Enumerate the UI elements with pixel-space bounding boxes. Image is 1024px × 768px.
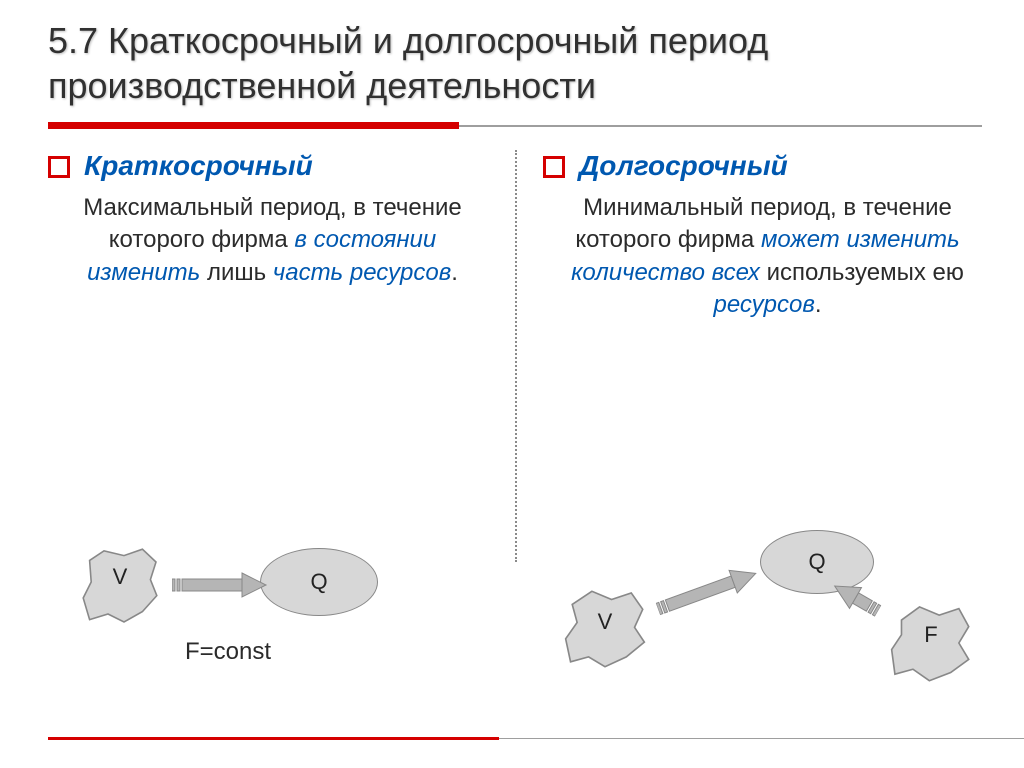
column-long-term: Долгосрочный Минимальный период, в течен… <box>515 150 982 322</box>
column-short-term: Краткосрочный Максимальный период, в теч… <box>48 150 515 322</box>
divider-bottom <box>48 737 1024 740</box>
arrow-long-left <box>653 557 768 628</box>
body-long-term: Минимальный период, в течение которого ф… <box>543 192 982 322</box>
divider-top <box>48 122 982 130</box>
slide-title: 5.7 Краткосрочный и долгосрочный период … <box>48 18 982 108</box>
column-divider <box>515 150 517 562</box>
diagram-area: V Q F=const V F Q <box>0 518 1024 738</box>
arrow-short <box>172 570 272 605</box>
label-f-const: F=const <box>185 638 271 666</box>
heading-long-term: Долгосрочный <box>579 150 788 182</box>
bullet-square-icon <box>543 156 565 178</box>
body-short-term: Максимальный период, в течение которого … <box>48 192 487 289</box>
heading-short-term: Краткосрочный <box>84 150 313 182</box>
node-v-short: V <box>80 546 160 608</box>
node-f-long: F <box>890 602 972 668</box>
node-v-long: V <box>564 588 646 656</box>
node-q-short: Q <box>260 548 378 616</box>
bullet-square-icon <box>48 156 70 178</box>
